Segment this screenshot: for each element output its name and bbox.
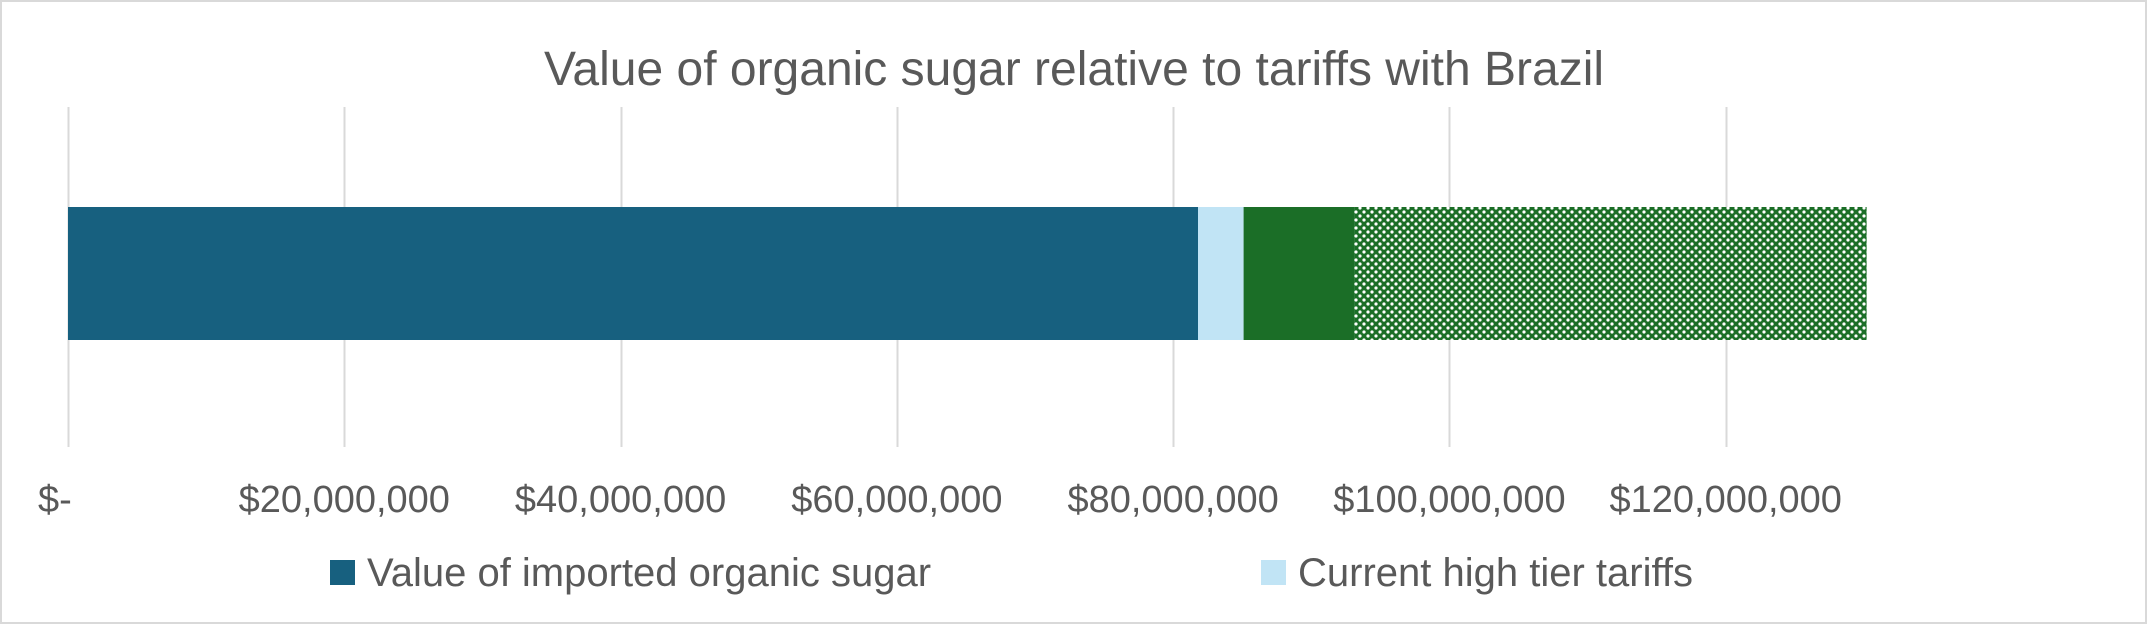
chart-title: Value of organic sugar relative to tarif… bbox=[544, 43, 1604, 96]
x-tick-label-2: $40,000,000 bbox=[515, 479, 726, 521]
legend: Value of imported organic sugar Current h… bbox=[330, 551, 1693, 595]
x-axis-tick-labels: $- $20,000,000 $40,000,000 $60,000,000 $80,0… bbox=[38, 479, 1842, 521]
bar-segment-3 bbox=[1354, 207, 1867, 340]
legend-label-1: Current high tier tariffs bbox=[1298, 551, 1693, 595]
bar-segment-0 bbox=[68, 207, 1199, 340]
bar-segment-2 bbox=[1243, 207, 1355, 340]
x-tick-label-4: $80,000,000 bbox=[1067, 479, 1278, 521]
legend-swatch-1 bbox=[1261, 560, 1286, 585]
x-tick-label-0: $- bbox=[38, 479, 72, 521]
x-tick-label-5: $100,000,000 bbox=[1333, 479, 1565, 521]
x-tick-label-1: $20,000,000 bbox=[239, 479, 450, 521]
bar-segment-1 bbox=[1198, 207, 1244, 340]
bar-segments bbox=[68, 207, 1867, 340]
x-tick-label-6: $120,000,000 bbox=[1609, 479, 1841, 521]
legend-label-0: Value of imported organic sugar bbox=[367, 551, 931, 595]
x-tick-label-3: $60,000,000 bbox=[791, 479, 1002, 521]
legend-swatch-0 bbox=[330, 560, 355, 585]
